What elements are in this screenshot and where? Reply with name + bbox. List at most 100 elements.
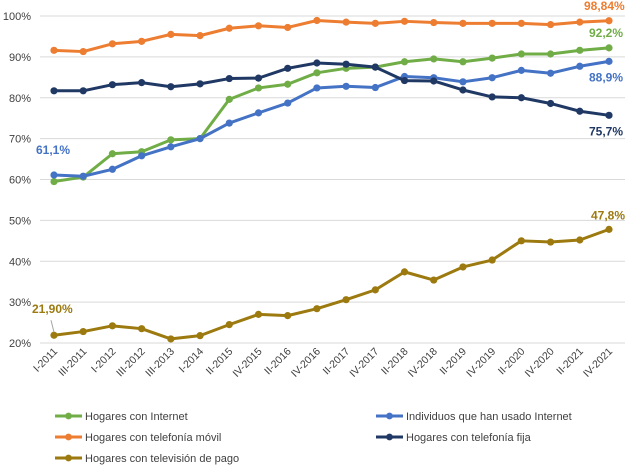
legend-label: Hogares con telefonía móvil (85, 432, 221, 444)
data-point (313, 59, 321, 67)
data-point (225, 119, 233, 127)
data-point (50, 46, 58, 54)
series-hogares-con-televisi-n-de-pago (50, 225, 613, 343)
data-point (225, 321, 233, 329)
data-point (576, 18, 584, 26)
data-point (254, 109, 263, 117)
legend-item: Individuos que han usado Internet (376, 411, 572, 423)
legend: Hogares con Internet Individuos que han u… (55, 411, 572, 465)
data-label: 21,90% (32, 302, 73, 316)
data-point (371, 286, 379, 294)
data-point (167, 136, 175, 144)
data-point (50, 171, 58, 179)
y-axis-ticks: 20% 30% 40% 50% 60% 70% 80% 90% 100% (3, 11, 31, 350)
data-point (488, 256, 496, 264)
data-point (546, 50, 555, 58)
legend-marker (65, 433, 72, 441)
data-point (167, 83, 175, 91)
data-point (371, 83, 379, 92)
x-tick-label: III-2011 (56, 346, 89, 379)
data-point (546, 20, 555, 29)
data-point (546, 238, 555, 246)
y-tick-label: 20% (9, 338, 31, 350)
series-line (52, 61, 611, 117)
data-point (430, 77, 438, 85)
data-point (342, 60, 350, 68)
data-point (313, 84, 321, 92)
data-point (371, 19, 379, 27)
x-tick-label: III-2012 (114, 346, 148, 380)
data-point (430, 18, 438, 27)
data-point (284, 80, 292, 88)
data-point (459, 263, 467, 271)
series-line (52, 18, 611, 54)
data-label: 88,9% (589, 70, 623, 84)
data-point (108, 322, 117, 330)
data-point (225, 95, 233, 103)
legend-item: Hogares con telefonía fija (376, 432, 532, 444)
data-point (313, 305, 321, 313)
data-point (108, 81, 117, 89)
data-label: 92,2% (589, 26, 623, 40)
data-point (138, 37, 146, 45)
data-point (225, 24, 233, 32)
y-tick-label: 40% (9, 256, 31, 268)
data-point (488, 54, 496, 62)
leader-line (50, 320, 55, 333)
data-point (400, 58, 409, 66)
data-point (108, 150, 117, 158)
legend-label: Hogares con televisión de pago (85, 453, 239, 465)
data-point (459, 78, 467, 86)
legend-item: Hogares con Internet (55, 411, 188, 423)
data-point (50, 331, 58, 339)
data-point (517, 94, 525, 102)
data-point (79, 327, 87, 336)
data-point (459, 58, 467, 66)
series-hogares-con-telefon-a-fija (50, 59, 613, 119)
data-point (342, 82, 350, 90)
data-point (342, 296, 350, 304)
data-point (605, 111, 613, 119)
legend-item: Hogares con televisión de pago (55, 453, 239, 465)
data-point (576, 46, 584, 54)
series-line (52, 59, 611, 178)
data-point (605, 225, 613, 233)
data-label: 61,1% (36, 143, 70, 157)
legend-label: Hogares con Internet (85, 411, 188, 423)
data-label: 75,7% (589, 124, 623, 138)
legend-marker (386, 412, 393, 420)
y-tick-label: 90% (9, 52, 31, 64)
data-point (517, 66, 525, 74)
gridlines (40, 15, 625, 344)
data-point (576, 107, 584, 115)
y-tick-label: 60% (9, 175, 31, 187)
data-point (254, 74, 263, 82)
data-point (400, 17, 409, 25)
data-point (517, 50, 525, 58)
data-point (488, 19, 496, 27)
data-point (400, 268, 409, 276)
x-tick-label: IV-2016 (289, 346, 323, 380)
data-point (576, 236, 584, 244)
data-point (167, 335, 175, 343)
data-point (196, 32, 204, 40)
x-tick-label: IV-2021 (581, 346, 615, 380)
data-point (138, 79, 146, 87)
data-point (254, 22, 263, 30)
data-point (605, 44, 613, 52)
data-point (605, 17, 613, 25)
data-point (284, 312, 292, 320)
x-tick-label: IV-2019 (464, 346, 498, 380)
data-point (488, 74, 496, 82)
data-point (196, 135, 204, 143)
y-tick-label: 50% (9, 215, 31, 227)
data-point (50, 87, 58, 95)
series-hogares-con-telefon-a-m-vil (50, 16, 613, 56)
data-point (167, 30, 175, 38)
x-tick-label: IV-2017 (347, 346, 381, 380)
x-tick-label: III-2013 (143, 346, 177, 380)
y-tick-label: 80% (9, 93, 31, 105)
data-point (284, 64, 292, 72)
series-line (52, 46, 611, 184)
